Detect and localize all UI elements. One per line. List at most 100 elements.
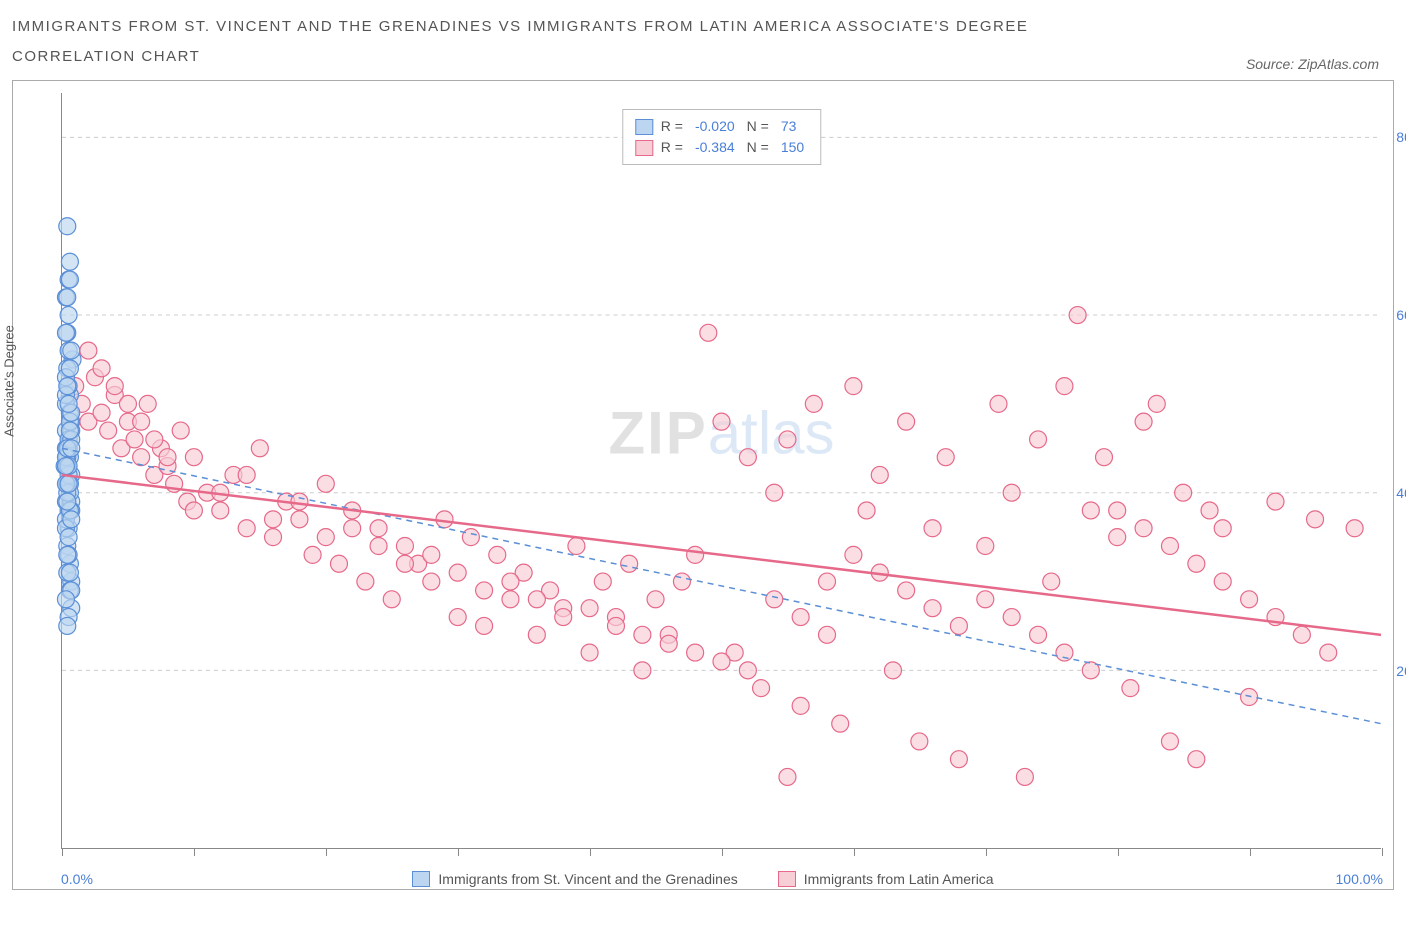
x-tick-mark	[1118, 848, 1119, 856]
plot-area: ZIPatlas R = -0.020 N = 73 R = -0.384 N …	[61, 93, 1381, 849]
source-label: Source: ZipAtlas.com	[1246, 56, 1394, 72]
data-point	[133, 449, 150, 466]
data-point	[634, 626, 651, 643]
data-point	[59, 493, 76, 510]
data-point	[568, 538, 585, 555]
data-point	[1161, 733, 1178, 750]
r-val-2: -0.384	[691, 137, 739, 158]
data-point	[805, 395, 822, 412]
data-point	[61, 253, 78, 270]
data-point	[106, 378, 123, 395]
data-point	[977, 591, 994, 608]
x-tick-mark	[1382, 848, 1383, 856]
legend-swatch-2	[778, 871, 796, 887]
data-point	[1122, 680, 1139, 697]
data-point	[1069, 307, 1086, 324]
data-point	[330, 555, 347, 572]
data-point	[357, 573, 374, 590]
chart-frame: Associate's Degree ZIPatlas R = -0.020 N…	[12, 80, 1394, 890]
data-point	[1056, 378, 1073, 395]
data-point	[1214, 573, 1231, 590]
data-point	[1030, 626, 1047, 643]
data-point	[739, 662, 756, 679]
legend-item-1: Immigrants from St. Vincent and the Gren…	[412, 871, 737, 887]
x-tick-mark	[458, 848, 459, 856]
data-point	[119, 395, 136, 412]
data-point	[139, 395, 156, 412]
n-val-1: 73	[777, 116, 801, 137]
data-point	[172, 422, 189, 439]
data-point	[1346, 520, 1363, 537]
data-point	[61, 422, 78, 439]
data-point	[57, 458, 74, 475]
grid-lines	[62, 137, 1381, 670]
data-point	[100, 422, 117, 439]
swatch-series-1	[635, 119, 653, 135]
data-point	[819, 626, 836, 643]
r-val-1: -0.020	[691, 116, 739, 137]
x-tick-mark	[986, 848, 987, 856]
data-point	[581, 600, 598, 617]
data-point	[845, 378, 862, 395]
data-point	[845, 546, 862, 563]
data-point	[911, 733, 928, 750]
data-point	[59, 617, 76, 634]
data-point	[60, 529, 77, 546]
data-point	[1003, 609, 1020, 626]
data-point	[159, 449, 176, 466]
data-point	[607, 617, 624, 634]
y-axis-title: Associate's Degree	[2, 325, 17, 437]
data-point	[1188, 555, 1205, 572]
data-point	[57, 324, 74, 341]
data-point	[476, 582, 493, 599]
data-point	[126, 431, 143, 448]
data-point	[251, 440, 268, 457]
data-point	[63, 511, 80, 528]
data-point	[700, 324, 717, 341]
data-point	[317, 529, 334, 546]
data-point	[502, 573, 519, 590]
data-point	[1030, 431, 1047, 448]
data-point	[185, 449, 202, 466]
data-point	[63, 342, 80, 359]
data-point	[396, 538, 413, 555]
data-point	[766, 484, 783, 501]
data-point	[884, 662, 901, 679]
data-point	[1043, 573, 1060, 590]
data-point	[1241, 689, 1258, 706]
data-point	[528, 591, 545, 608]
data-point	[1109, 502, 1126, 519]
data-point	[950, 617, 967, 634]
swatch-series-2	[635, 140, 653, 156]
data-point	[950, 751, 967, 768]
data-point	[1188, 751, 1205, 768]
data-point	[555, 609, 572, 626]
data-point	[871, 466, 888, 483]
y-tick-label: 40.0%	[1396, 485, 1406, 501]
data-point	[449, 564, 466, 581]
r-label-2: R =	[661, 137, 683, 158]
data-point	[291, 511, 308, 528]
data-point	[60, 395, 77, 412]
data-point	[1241, 591, 1258, 608]
r-label: R =	[661, 116, 683, 137]
data-point	[489, 546, 506, 563]
x-tick-mark	[194, 848, 195, 856]
title-bar: IMMIGRANTS FROM ST. VINCENT AND THE GREN…	[12, 12, 1394, 72]
data-point	[594, 573, 611, 590]
data-point	[60, 475, 77, 492]
data-point	[1096, 449, 1113, 466]
x-tick-mark	[62, 848, 63, 856]
data-point	[937, 449, 954, 466]
data-point	[133, 413, 150, 430]
data-point	[990, 395, 1007, 412]
data-point	[1307, 511, 1324, 528]
data-point	[779, 431, 796, 448]
data-point	[59, 378, 76, 395]
chart-title: IMMIGRANTS FROM ST. VINCENT AND THE GREN…	[12, 12, 1112, 72]
data-point	[59, 546, 76, 563]
data-point	[265, 511, 282, 528]
data-point	[449, 609, 466, 626]
legend-label-2: Immigrants from Latin America	[804, 871, 994, 887]
data-point	[238, 520, 255, 537]
